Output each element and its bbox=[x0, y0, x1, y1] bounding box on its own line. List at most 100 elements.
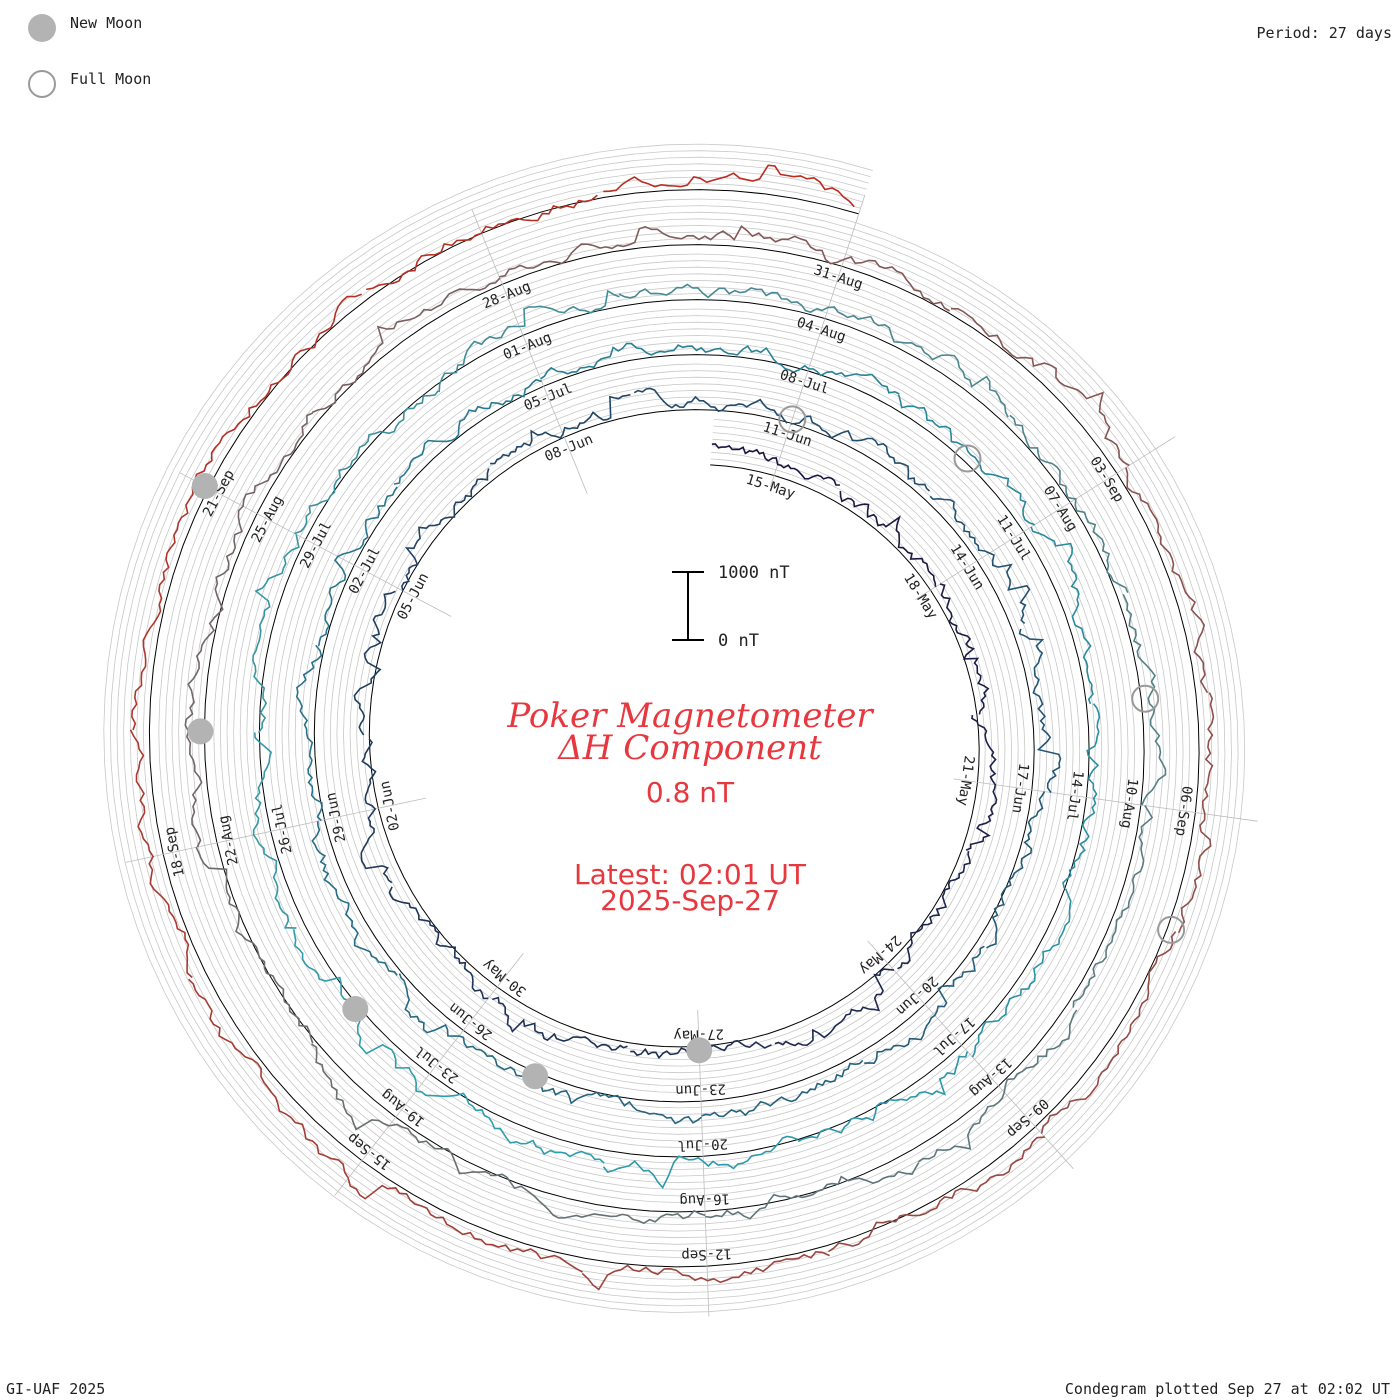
date-label: 30-May bbox=[480, 956, 530, 1000]
full-moon-legend-label: Full Moon bbox=[70, 70, 152, 88]
date-label: 23-Jun bbox=[675, 1080, 726, 1098]
series-segment bbox=[1125, 467, 1209, 694]
series-segment bbox=[366, 194, 598, 291]
series-segment bbox=[1122, 593, 1167, 806]
day-spoke bbox=[914, 436, 1176, 601]
series-segment bbox=[1030, 526, 1094, 705]
series-segment bbox=[540, 342, 720, 380]
series-segment bbox=[311, 1043, 491, 1175]
series-segment bbox=[311, 277, 501, 414]
date-label: 26-Jul bbox=[269, 802, 295, 855]
series-segment bbox=[939, 583, 990, 715]
series-segment bbox=[489, 1173, 706, 1225]
series-segment bbox=[131, 486, 194, 731]
date-label: 14-Jul bbox=[1063, 770, 1086, 822]
series-segment bbox=[1062, 703, 1101, 889]
series-segment bbox=[195, 846, 314, 1044]
date-label: 23-Jul bbox=[412, 1043, 462, 1087]
new-moon-marker bbox=[187, 718, 214, 745]
series-segment bbox=[828, 306, 1009, 418]
series-segment bbox=[193, 293, 362, 481]
series-segment bbox=[864, 945, 985, 1065]
latest-time: Latest: 02:01 UT bbox=[573, 858, 807, 891]
series-segment bbox=[728, 224, 951, 312]
date-label: 27-May bbox=[673, 1025, 724, 1043]
series-segment bbox=[711, 443, 840, 486]
date-label: 12-Sep bbox=[681, 1245, 732, 1263]
new-moon-marker bbox=[686, 1037, 713, 1064]
date-label: 06-Sep bbox=[1172, 785, 1195, 837]
series-segment bbox=[965, 714, 998, 851]
series-segment bbox=[839, 491, 937, 587]
date-label: 08-Jun bbox=[542, 431, 595, 465]
current-value: 0.8 nT bbox=[645, 776, 735, 809]
full-moon-legend-icon bbox=[28, 70, 56, 98]
series-segment bbox=[212, 412, 314, 620]
date-label: 20-Jul bbox=[677, 1135, 728, 1153]
series-segment bbox=[790, 415, 931, 492]
series-segment bbox=[317, 486, 398, 647]
day-spoke bbox=[179, 472, 452, 617]
delta-h-series bbox=[129, 164, 1215, 1291]
date-label: 10-Aug bbox=[1118, 777, 1141, 829]
new-moon-marker bbox=[191, 473, 218, 499]
chart-title: Poker Magnetometer bbox=[507, 696, 873, 736]
full-moon-marker bbox=[1131, 684, 1160, 713]
chart-subtitle: ΔH Component bbox=[558, 728, 822, 768]
series-segment bbox=[1177, 692, 1215, 934]
new-moon-marker bbox=[522, 1063, 549, 1090]
series-segment bbox=[897, 394, 1035, 526]
series-segment bbox=[415, 1090, 605, 1164]
series-segment bbox=[438, 289, 620, 393]
series-segment bbox=[618, 283, 829, 313]
series-segment bbox=[530, 1083, 703, 1125]
full-moon-marker bbox=[1157, 915, 1186, 944]
series-segment bbox=[897, 850, 971, 970]
scale-bar bbox=[672, 571, 704, 641]
series-segment bbox=[719, 345, 900, 395]
series-segment bbox=[797, 1051, 969, 1143]
plotted-label: Condegram plotted Sep 27 at 02:02 UT bbox=[1064, 1380, 1390, 1398]
series-segment bbox=[252, 534, 300, 734]
date-label: 08-Jul bbox=[778, 367, 831, 398]
series-segment bbox=[398, 973, 533, 1084]
series-segment bbox=[188, 978, 349, 1179]
series-segment bbox=[1040, 931, 1177, 1134]
series-segment bbox=[929, 495, 1031, 624]
series-segment bbox=[950, 307, 1130, 467]
series-segment bbox=[581, 1250, 830, 1291]
date-label: 21-May bbox=[954, 755, 977, 807]
series-segment bbox=[917, 1009, 1078, 1163]
grid-spiral bbox=[103, 143, 1246, 1313]
series-segment bbox=[633, 387, 788, 424]
credit-label: GI-UAF 2025 bbox=[6, 1380, 106, 1398]
day-spokes bbox=[125, 194, 1258, 1317]
series-segment bbox=[705, 1162, 920, 1220]
grid-spiral bbox=[129, 169, 1219, 1287]
period-label: Period: 27 days bbox=[1256, 24, 1392, 42]
series-segment bbox=[499, 225, 730, 278]
latest-date: 2025-Sep-27 bbox=[600, 884, 780, 917]
day-spoke bbox=[867, 940, 1074, 1170]
grid-spiral bbox=[123, 163, 1226, 1294]
series-segment bbox=[490, 393, 631, 465]
series-segment bbox=[129, 729, 193, 979]
day-spoke bbox=[334, 953, 524, 1196]
day-spoke bbox=[953, 778, 1258, 822]
full-moon-marker bbox=[953, 444, 982, 473]
scale-top-label: 1000 nT bbox=[718, 563, 790, 583]
date-label: 16-Aug bbox=[679, 1190, 730, 1208]
series-segment bbox=[701, 1059, 864, 1118]
day-spoke bbox=[471, 209, 588, 494]
grid-spiral bbox=[109, 150, 1239, 1307]
grid-spiral bbox=[116, 156, 1232, 1300]
scale-bottom-label: 0 nT bbox=[718, 631, 759, 651]
date-label: 31-Aug bbox=[812, 262, 865, 293]
series-segment bbox=[1018, 628, 1062, 793]
series-segment bbox=[828, 1136, 1045, 1253]
series-segment bbox=[1072, 805, 1154, 1008]
series-segment bbox=[1009, 414, 1129, 594]
series-segment bbox=[294, 390, 439, 535]
new-moon-legend-icon bbox=[28, 14, 56, 42]
